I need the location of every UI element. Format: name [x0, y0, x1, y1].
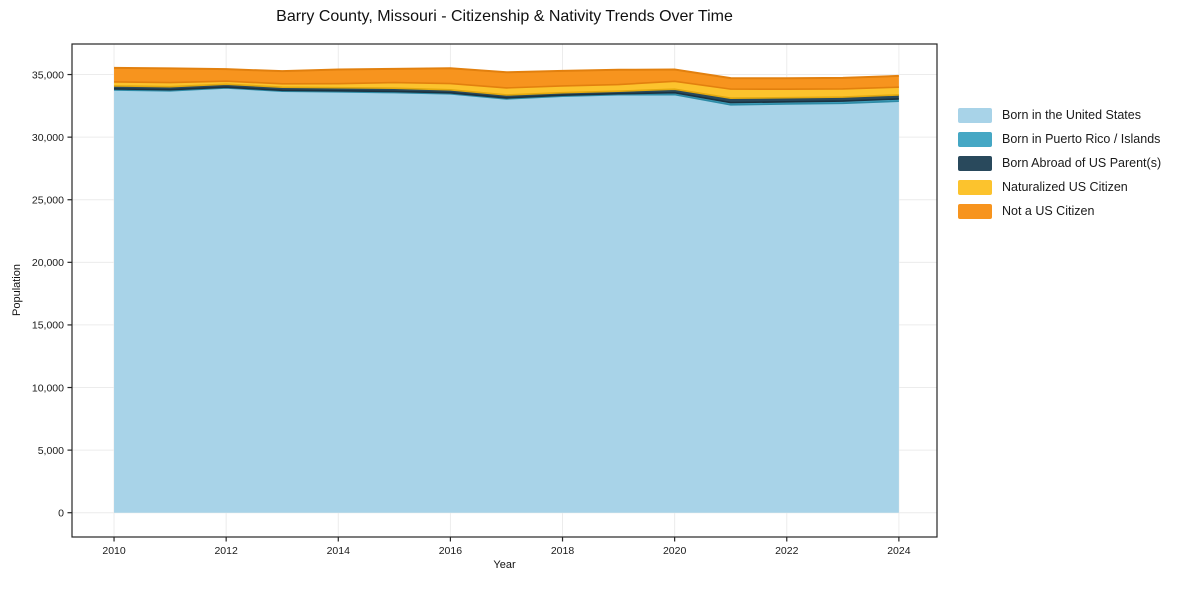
y-tick-label: 25,000 [32, 195, 64, 207]
x-tick-label: 2024 [887, 545, 911, 557]
series-boundary-line [114, 83, 899, 99]
series-boundary-line [114, 86, 899, 104]
legend-item-4: Naturalized US Citizen [958, 175, 1161, 199]
legend-item-5: Not a US Citizen [958, 199, 1161, 223]
x-tick-label: 2014 [327, 545, 351, 557]
y-tick-label: 20,000 [32, 257, 64, 269]
legend-item-2: Born in Puerto Rico / Islands [958, 127, 1161, 151]
legend-swatch-icon [958, 179, 992, 195]
legend-label: Naturalized US Citizen [1002, 180, 1128, 194]
legend-item-1: Born in the United States [958, 103, 1161, 127]
legend-swatch-icon [958, 203, 992, 219]
y-tick-label: 35,000 [32, 69, 64, 81]
legend: Born in the United States Born in Puerto … [958, 103, 1161, 223]
legend-label: Born in the United States [1002, 108, 1141, 122]
stack-top-line [114, 66, 899, 80]
y-tick-label: 0 [58, 508, 64, 520]
legend-label: Not a US Citizen [1002, 204, 1095, 218]
area-series-1 [114, 87, 899, 513]
x-tick-label: 2018 [551, 545, 575, 557]
y-axis-label: Population [11, 264, 23, 316]
x-axis-label: Year [493, 559, 516, 571]
y-tick-label: 15,000 [32, 320, 64, 332]
y-tick-label: 30,000 [32, 132, 64, 144]
area-series-5 [114, 67, 899, 90]
legend-item-3: Born Abroad of US Parent(s) [958, 151, 1161, 175]
x-tick-label: 2012 [214, 545, 238, 557]
x-tick-label: 2022 [775, 545, 799, 557]
plot-border [71, 43, 938, 538]
y-tick-label: 5,000 [38, 445, 64, 457]
x-tick-label: 2010 [102, 545, 126, 557]
legend-label: Born in Puerto Rico / Islands [1002, 132, 1161, 146]
page-title: Barry County, Missouri - Citizenship & N… [276, 8, 733, 25]
x-tick-label: 2020 [663, 545, 687, 557]
area-series-3 [114, 84, 899, 103]
legend-swatch-icon [958, 107, 992, 123]
legend-swatch-icon [958, 155, 992, 171]
x-tick-label: 2016 [439, 545, 463, 557]
legend-swatch-icon [958, 131, 992, 147]
y-tick-label: 10,000 [32, 382, 64, 394]
series-boundary-line [114, 80, 899, 90]
legend-label: Born Abroad of US Parent(s) [1002, 156, 1162, 170]
